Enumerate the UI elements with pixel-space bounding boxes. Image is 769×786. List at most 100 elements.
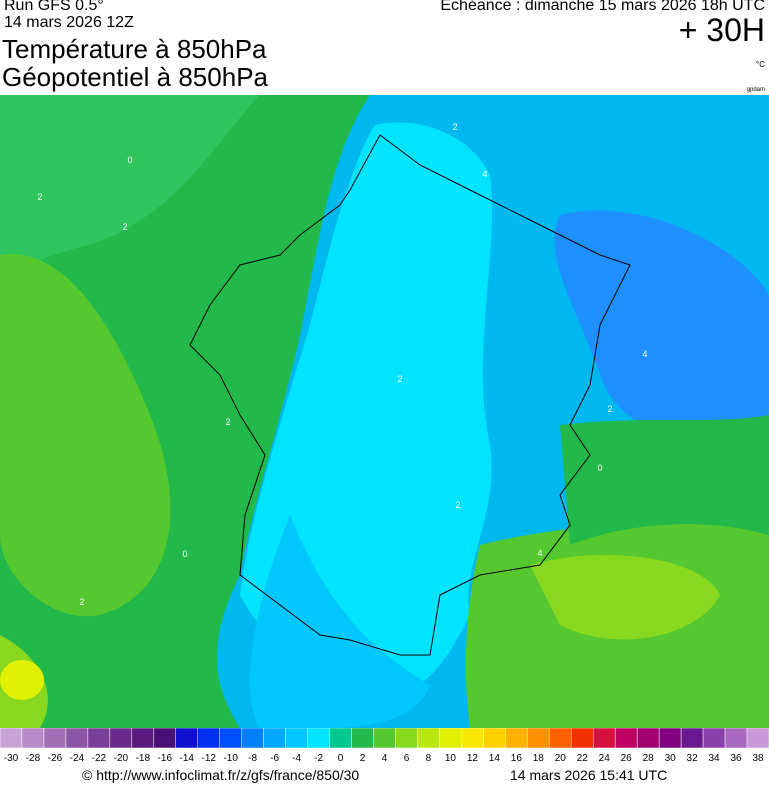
color-swatch (549, 728, 572, 749)
map: 2 2 0 2 2 4 2 2 0 2 0 2 4 4 (0, 95, 769, 728)
title: Température à 850hPa (2, 34, 267, 64)
color-swatch (219, 728, 242, 749)
colorbar-label: -2 (314, 753, 323, 764)
contour-label: 2 (79, 597, 84, 607)
color-swatch (307, 728, 330, 749)
color-swatch (43, 728, 67, 749)
cold-area (554, 210, 769, 439)
colorbar-label: 26 (621, 753, 633, 764)
contour-label: 0 (127, 155, 132, 165)
valid-time: Echéance : dimanche 15 mars 2026 18h UTC (440, 0, 765, 14)
color-swatch (263, 728, 286, 749)
source-url: © http://www.infoclimat.fr/z/gfs/france/… (82, 767, 360, 783)
yellow-spot (0, 660, 44, 700)
cold-france-2 (250, 515, 430, 728)
color-swatch (175, 728, 198, 749)
color-swatch (109, 728, 133, 749)
contour-label: 4 (482, 169, 487, 179)
colorbar-label: -20 (114, 753, 129, 764)
colorbar-label: -16 (158, 753, 173, 764)
colorbar-label: 2 (360, 753, 366, 764)
contour-label: 2 (122, 222, 127, 232)
contour-label: 4 (537, 548, 542, 558)
colorbar-label: 34 (709, 753, 721, 764)
color-swatch (702, 728, 726, 749)
color-swatch (21, 728, 45, 749)
subtitle: Géopotentiel à 850hPa (2, 62, 268, 92)
contour-label: 2 (455, 500, 460, 510)
colorbar-label: 32 (687, 753, 699, 764)
green-east (560, 415, 769, 545)
color-swatch (329, 728, 352, 749)
warm-southeast-2 (530, 555, 720, 640)
warm-area (0, 254, 171, 617)
contour-label: 2 (397, 374, 402, 384)
colorbar-label: -22 (92, 753, 107, 764)
colorbar-label: -8 (248, 753, 257, 764)
contour-label: 0 (182, 549, 187, 559)
contour-labels: 2 2 0 2 2 4 2 2 0 2 0 2 4 4 (37, 122, 647, 607)
color-swatch (724, 728, 748, 749)
colorbar-label: 18 (533, 753, 545, 764)
color-swatch (483, 728, 506, 749)
color-swatch (65, 728, 89, 749)
color-swatch (351, 728, 374, 749)
color-swatch (395, 728, 418, 749)
run-date: 14 mars 2026 12Z (4, 14, 134, 31)
colorbar-label: -28 (26, 753, 41, 764)
color-swatch (746, 728, 769, 749)
colorbar-label: -30 (4, 753, 19, 764)
contour-label: 2 (452, 122, 457, 132)
country-outline (189, 134, 631, 656)
color-swatch (636, 728, 660, 749)
generated-time: 14 mars 2026 15:41 UTC (510, 767, 668, 783)
color-swatch (658, 728, 682, 749)
colorbar-label: -26 (48, 753, 63, 764)
color-swatch (131, 728, 155, 749)
colorbar-label: 16 (511, 753, 523, 764)
lead-time: + 30H (678, 12, 765, 48)
colorbar-label: -24 (70, 753, 85, 764)
contour-label: 2 (37, 192, 42, 202)
color-swatch (527, 728, 550, 749)
color-swatch (592, 728, 616, 749)
green-area-light (0, 95, 260, 268)
colorbar-label: -14 (180, 753, 195, 764)
color-swatch (571, 728, 594, 749)
colorbar-label: -18 (136, 753, 151, 764)
color-swatch (241, 728, 264, 749)
colorbar-label: 8 (426, 753, 432, 764)
colorbar: -30 -28 -26 -24 -22 -20 -18 -16 -14 -12 -10 -8 -6 -4-… (0, 728, 769, 764)
color-swatch (505, 728, 528, 749)
colorbar-label: 24 (599, 753, 611, 764)
color-swatch (439, 728, 462, 749)
contour-label: 2 (225, 417, 230, 427)
colorbar-label: -10 (223, 753, 238, 764)
color-swatch (373, 728, 396, 749)
colorbar-label: 0 (338, 753, 344, 764)
color-swatch (87, 728, 111, 749)
contour-label: 0 (597, 463, 602, 473)
color-swatch (285, 728, 308, 749)
colorbar-label: 36 (730, 753, 742, 764)
colorbar-label: -4 (292, 753, 301, 764)
unit: °C (756, 60, 765, 69)
run: Run GFS 0.5° (4, 0, 104, 14)
colorbar-label: 22 (577, 753, 589, 764)
colorbar-label: -6 (270, 753, 279, 764)
colorbar-label: 30 (665, 753, 677, 764)
color-swatch (680, 728, 704, 749)
color-swatch (461, 728, 484, 749)
colorbar-label: 10 (445, 753, 457, 764)
colorbar-label: 14 (489, 753, 501, 764)
contour-unit: gpdam (746, 87, 765, 93)
colorbar-label: 4 (382, 753, 388, 764)
colorbar-label: 12 (467, 753, 479, 764)
contour-label: 2 (607, 404, 612, 414)
colorbar-label: -12 (202, 753, 217, 764)
colorbar-label: 6 (404, 753, 410, 764)
color-swatch (0, 728, 23, 749)
color-swatch (153, 728, 177, 749)
contour-label: 4 (642, 349, 647, 359)
